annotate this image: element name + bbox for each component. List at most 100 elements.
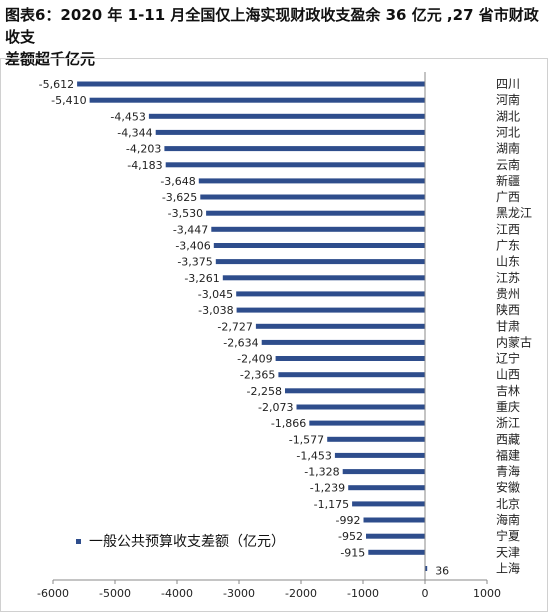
x-tick-label-3: -3000 xyxy=(223,587,255,600)
bar-28 xyxy=(366,533,425,539)
bar-26 xyxy=(352,501,425,507)
value-label-5: -4,183 xyxy=(127,159,162,172)
bar-4 xyxy=(164,146,425,152)
bar-5 xyxy=(165,162,425,168)
value-labels-group: -5,612 -5,410 -4,453 -4,344 -4,203 -4,183 -3,6… xyxy=(39,78,450,578)
category-label-23: 福建 xyxy=(496,447,520,462)
bar-10 xyxy=(213,243,425,248)
value-label-7: -3,625 xyxy=(162,191,197,204)
value-label-16: -2,634 xyxy=(223,336,258,349)
bar-29 xyxy=(368,549,425,555)
category-label-16: 内蒙古 xyxy=(496,334,532,349)
category-label-26: 北京 xyxy=(496,497,520,511)
category-label-25: 安徽 xyxy=(496,480,520,495)
value-label-28: -952 xyxy=(338,530,363,543)
legend: 一般公共预算收支差额（亿元） xyxy=(76,534,285,550)
x-tick-label-5: -1000 xyxy=(347,587,379,600)
category-label-2: 湖北 xyxy=(496,108,520,123)
title-line-1: 图表6：2020 年 1-11 月全国仅上海实现财政收支盈余 36 亿元 ,27… xyxy=(5,6,539,46)
x-tick-label-0: -6000 xyxy=(37,587,69,600)
category-label-0: 四川 xyxy=(496,77,520,91)
bar-13 xyxy=(236,291,425,297)
value-label-9: -3,447 xyxy=(173,223,208,236)
value-label-24: -1,328 xyxy=(304,466,339,479)
bar-14 xyxy=(236,307,425,313)
category-label-29: 天津 xyxy=(496,545,520,559)
x-tick-label-1: -5000 xyxy=(99,587,131,600)
bar-9 xyxy=(211,226,425,232)
category-label-30: 上海 xyxy=(496,561,520,576)
value-label-19: -2,258 xyxy=(247,385,282,398)
value-label-17: -2,409 xyxy=(237,353,272,366)
value-label-25: -1,239 xyxy=(310,482,345,495)
x-tick-label-2: -4000 xyxy=(161,587,193,600)
value-label-2: -4,453 xyxy=(110,110,145,123)
bar-20 xyxy=(296,404,425,410)
value-label-29: -915 xyxy=(340,546,365,559)
bar-17 xyxy=(275,356,425,361)
bar-19 xyxy=(285,388,425,394)
value-label-10: -3,406 xyxy=(175,240,210,253)
bar-15 xyxy=(255,323,425,329)
bars-group xyxy=(77,81,428,571)
value-label-15: -2,727 xyxy=(217,320,252,333)
category-label-5: 云南 xyxy=(496,157,520,172)
value-label-1: -5,410 xyxy=(51,94,86,107)
category-label-9: 江西 xyxy=(496,222,520,236)
category-label-24: 青海 xyxy=(496,464,520,479)
value-label-26: -1,175 xyxy=(314,498,349,511)
bar-11 xyxy=(215,259,426,265)
category-label-12: 江苏 xyxy=(496,271,520,285)
bar-21 xyxy=(309,420,425,426)
bar-1 xyxy=(89,97,425,103)
value-label-14: -3,038 xyxy=(198,304,233,317)
bar-16 xyxy=(261,339,425,345)
category-label-13: 贵州 xyxy=(496,287,520,301)
bar-0 xyxy=(77,81,425,87)
category-labels-group: 四川河南湖北河北湖南云南新疆广西黑龙江江西广东山东江苏贵州陕西甘肃内蒙古辽宁山西… xyxy=(496,77,532,576)
value-label-22: -1,577 xyxy=(289,433,324,446)
bar-25 xyxy=(348,485,425,491)
category-label-3: 河北 xyxy=(496,125,520,139)
category-label-19: 吉林 xyxy=(496,384,520,398)
bar-22 xyxy=(327,436,425,442)
chart-frame xyxy=(0,58,548,612)
bar-7 xyxy=(200,194,426,200)
bar-3 xyxy=(155,129,425,135)
category-label-6: 新疆 xyxy=(496,173,520,188)
category-label-20: 重庆 xyxy=(496,400,520,414)
bar-24 xyxy=(342,469,425,475)
bar-18 xyxy=(278,372,425,378)
value-label-30: 36 xyxy=(435,565,449,578)
legend-swatch xyxy=(76,539,81,544)
title-line-2: 差额超千亿元 xyxy=(5,50,96,68)
x-tick-label-7: 1000 xyxy=(473,587,501,600)
category-label-10: 广东 xyxy=(496,239,520,253)
value-label-18: -2,365 xyxy=(240,369,275,382)
category-label-22: 西藏 xyxy=(496,432,520,446)
bar-8 xyxy=(206,210,425,216)
category-label-8: 黑龙江 xyxy=(496,206,532,220)
value-label-21: -1,866 xyxy=(271,417,306,430)
category-label-4: 湖南 xyxy=(496,141,520,156)
value-label-6: -3,648 xyxy=(160,175,195,188)
legend-label: 一般公共预算收支差额（亿元） xyxy=(89,534,285,550)
x-axis: -6000 -5000 -4000 -3000 -2000 -1000 0 1000 xyxy=(37,72,501,600)
category-label-28: 宁夏 xyxy=(496,528,520,543)
value-label-13: -3,045 xyxy=(198,288,233,301)
category-label-7: 广西 xyxy=(496,190,520,204)
value-label-11: -3,375 xyxy=(177,256,212,269)
bar-23 xyxy=(334,452,425,458)
value-label-12: -3,261 xyxy=(184,272,219,285)
chart-title: 图表6：2020 年 1-11 月全国仅上海实现财政收支盈余 36 亿元 ,27… xyxy=(5,4,545,70)
x-tick-label-6: 0 xyxy=(422,587,429,600)
x-tick-label-4: -2000 xyxy=(285,587,317,600)
value-label-8: -3,530 xyxy=(168,207,203,220)
value-label-23: -1,453 xyxy=(296,449,331,462)
bar-6 xyxy=(198,178,425,184)
category-label-14: 陕西 xyxy=(496,302,520,317)
bar-2 xyxy=(148,113,425,119)
value-label-20: -2,073 xyxy=(258,401,293,414)
category-label-11: 山东 xyxy=(496,255,520,269)
value-label-27: -992 xyxy=(336,514,361,527)
